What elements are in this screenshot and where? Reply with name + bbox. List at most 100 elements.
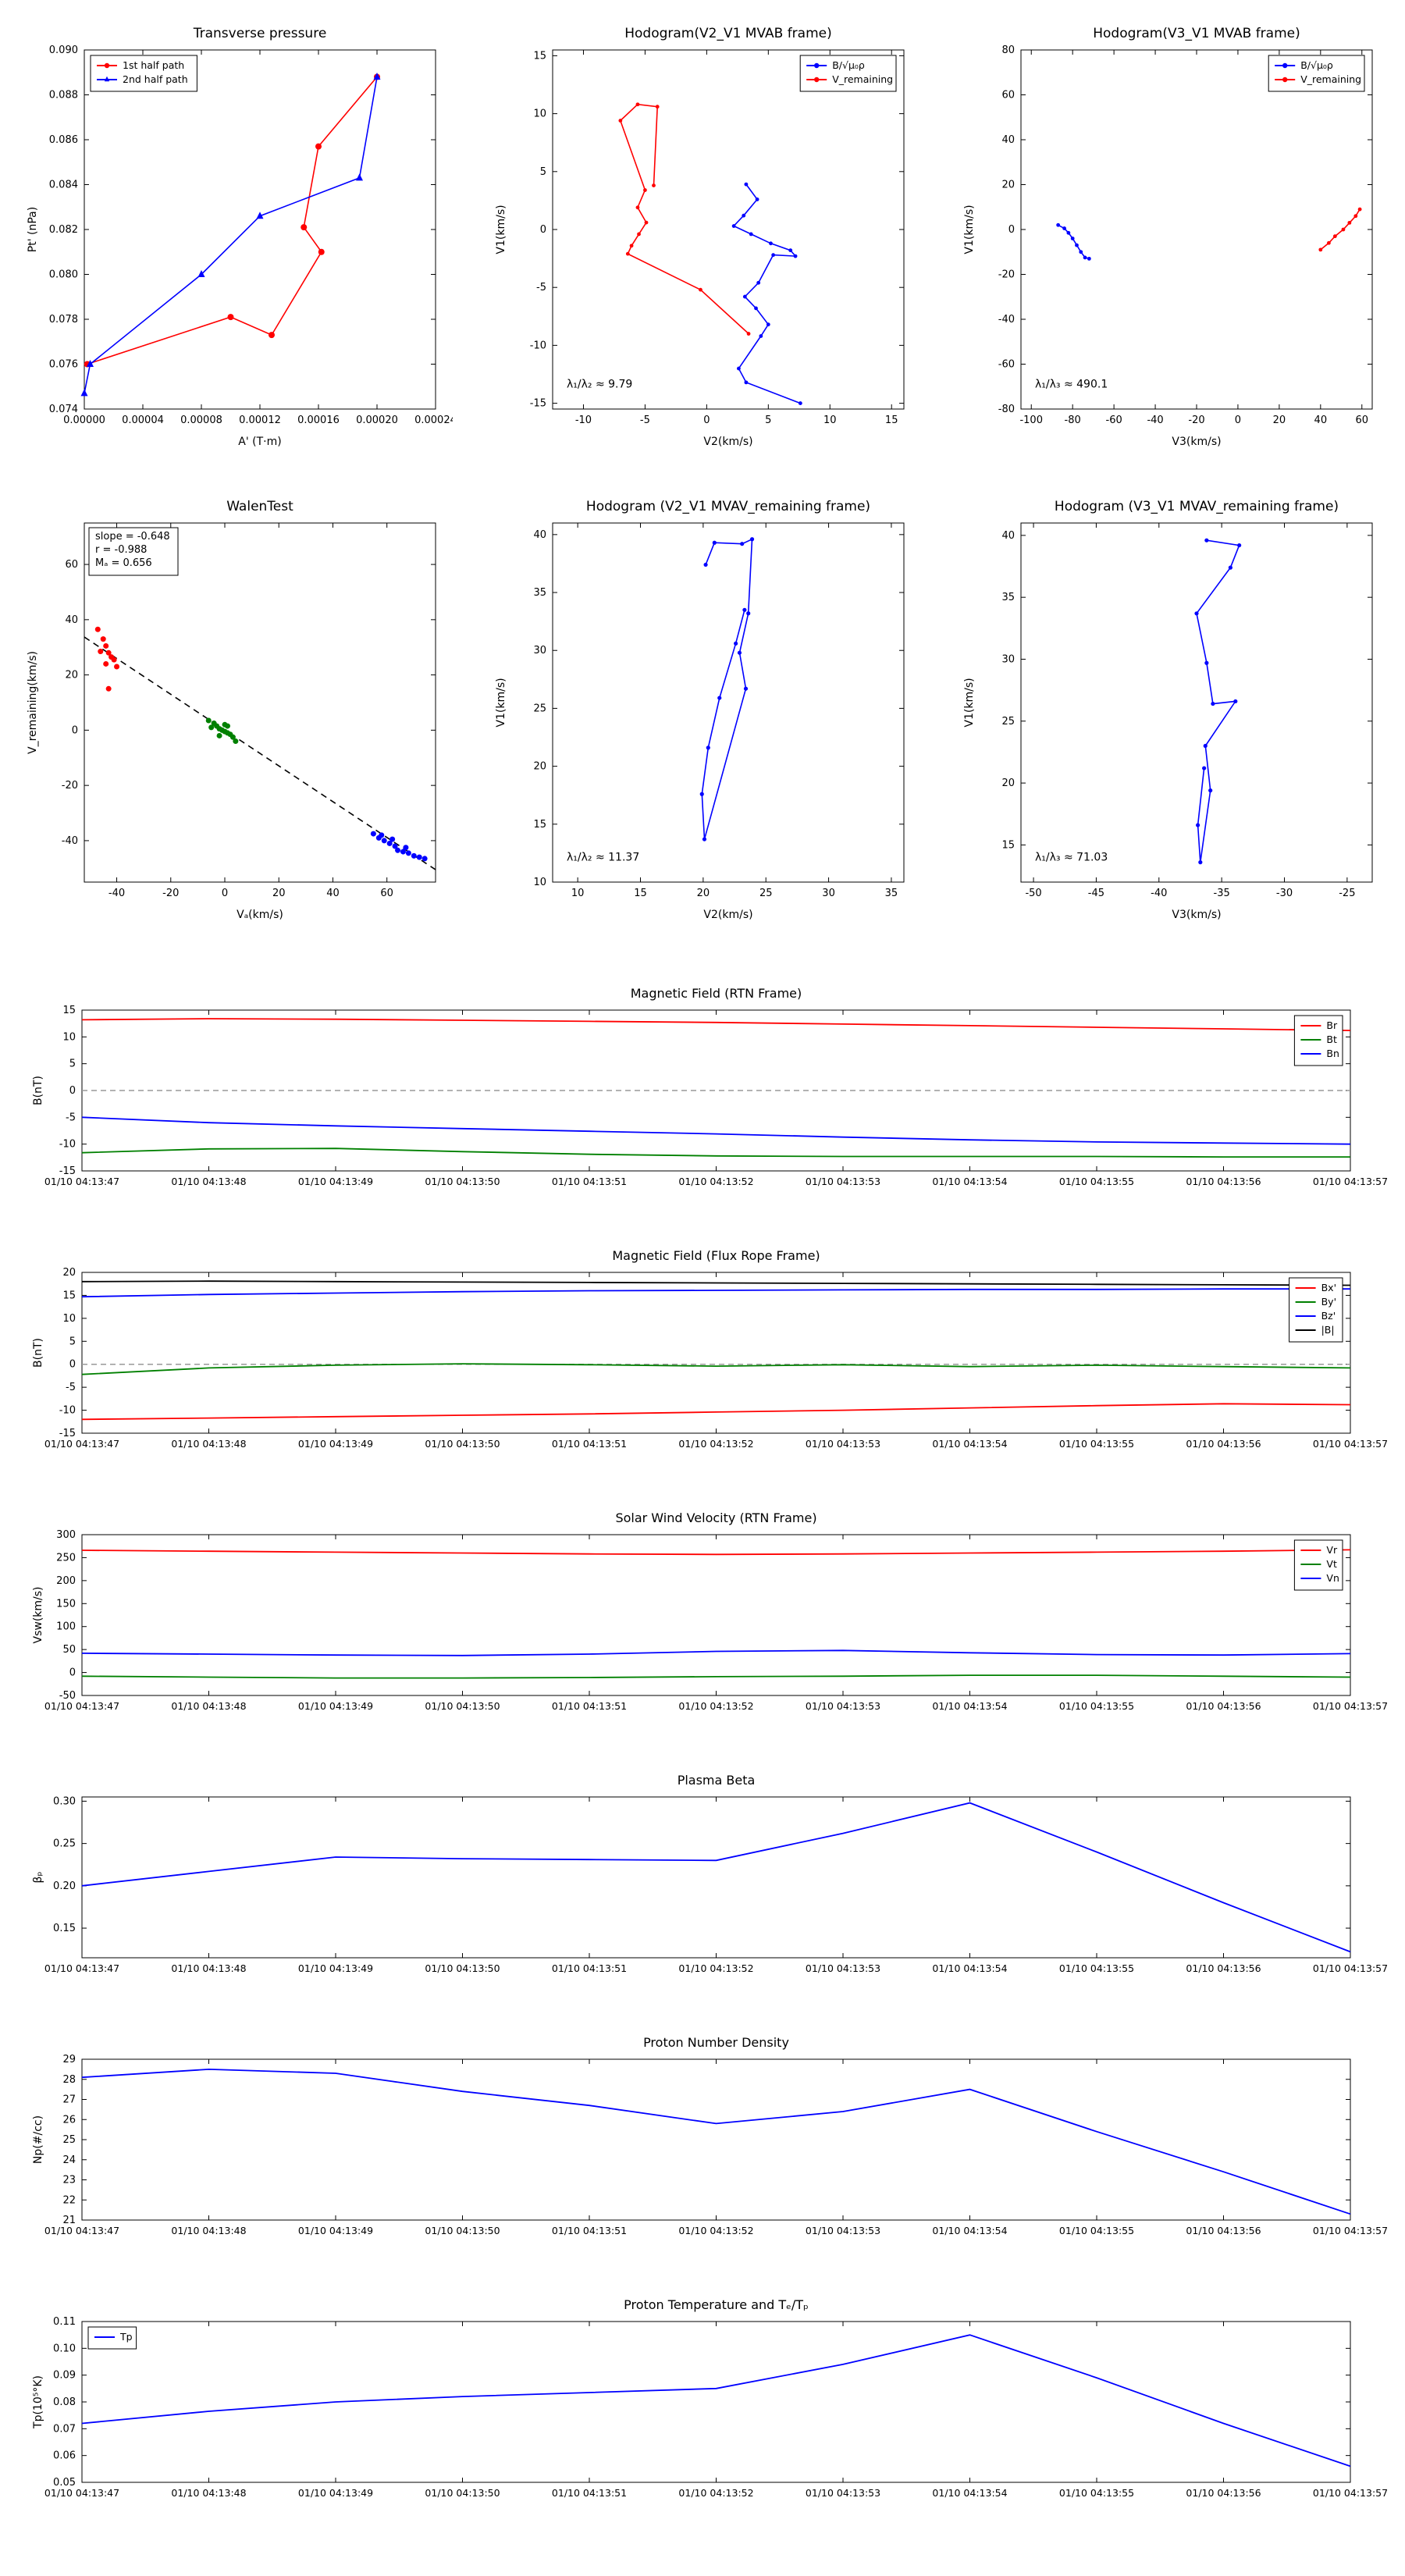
svg-text:Vr: Vr <box>1326 1544 1338 1556</box>
svg-text:B(nT): B(nT) <box>32 1076 44 1105</box>
svg-text:01/10 04:13:51: 01/10 04:13:51 <box>552 2487 627 2499</box>
svg-text:0: 0 <box>69 1359 76 1371</box>
svg-text:-20: -20 <box>162 888 179 899</box>
svg-text:V1(km/s): V1(km/s) <box>495 205 507 254</box>
svg-text:0.07: 0.07 <box>53 2423 76 2435</box>
svg-text:01/10 04:13:57: 01/10 04:13:57 <box>1313 2487 1388 2499</box>
svg-text:Vt: Vt <box>1326 1558 1337 1570</box>
svg-text:01/10 04:13:56: 01/10 04:13:56 <box>1186 1962 1261 1974</box>
svg-text:slope = -0.648: slope = -0.648 <box>95 531 170 543</box>
svg-text:01/10 04:13:51: 01/10 04:13:51 <box>552 1176 627 1187</box>
svg-text:20: 20 <box>1001 777 1015 789</box>
svg-text:01/10 04:13:57: 01/10 04:13:57 <box>1313 1438 1388 1450</box>
svg-text:01/10 04:13:51: 01/10 04:13:51 <box>552 1962 627 1974</box>
svg-text:28: 28 <box>62 2074 76 2086</box>
svg-text:0.30: 0.30 <box>53 1795 76 1807</box>
svg-text:V_remaining: V_remaining <box>1300 73 1361 85</box>
svg-text:Bx': Bx' <box>1321 1282 1336 1293</box>
svg-text:21: 21 <box>62 2215 76 2226</box>
svg-text:25: 25 <box>759 888 773 899</box>
svg-text:Transverse pressure: Transverse pressure <box>193 26 327 41</box>
svg-text:V_remaining: V_remaining <box>832 73 893 85</box>
svg-text:01/10 04:13:50: 01/10 04:13:50 <box>425 1962 500 1974</box>
svg-text:60: 60 <box>380 888 393 899</box>
svg-text:Mₐ = 0.656: Mₐ = 0.656 <box>95 557 152 569</box>
svg-text:01/10 04:13:57: 01/10 04:13:57 <box>1313 2225 1388 2236</box>
svg-text:01/10 04:13:48: 01/10 04:13:48 <box>171 1700 246 1712</box>
svg-text:-40: -40 <box>998 314 1015 326</box>
svg-text:-5: -5 <box>66 1382 76 1393</box>
svg-text:r = -0.988: r = -0.988 <box>95 544 147 556</box>
svg-text:V3(km/s): V3(km/s) <box>1172 436 1221 448</box>
svg-text:01/10 04:13:54: 01/10 04:13:54 <box>932 1176 1007 1187</box>
svg-text:-80: -80 <box>998 404 1015 415</box>
svg-text:01/10 04:13:52: 01/10 04:13:52 <box>678 2487 753 2499</box>
svg-text:Plasma Beta: Plasma Beta <box>678 1773 756 1788</box>
svg-text:V1(km/s): V1(km/s) <box>495 678 507 727</box>
svg-text:V1(km/s): V1(km/s) <box>963 678 976 727</box>
svg-text:-20: -20 <box>998 269 1015 281</box>
svg-text:01/10 04:13:55: 01/10 04:13:55 <box>1059 1700 1134 1712</box>
svg-text:0: 0 <box>1008 224 1015 236</box>
svg-text:Pt' (nPa): Pt' (nPa) <box>27 207 39 252</box>
svg-text:Hodogram (V3_V1 MVAV_remaining: Hodogram (V3_V1 MVAV_remaining frame) <box>1055 499 1339 514</box>
svg-text:0.05: 0.05 <box>53 2477 76 2489</box>
svg-text:01/10 04:13:49: 01/10 04:13:49 <box>298 1438 373 1450</box>
svg-text:-10: -10 <box>530 340 546 351</box>
svg-text:01/10 04:13:47: 01/10 04:13:47 <box>44 1438 119 1450</box>
chart-hodogram-v2v1-mvav: Hodogram (V2_V1 MVAV_remaining frame) 10 1… <box>484 484 921 937</box>
svg-text:0.25: 0.25 <box>53 1838 76 1850</box>
row-walen: WalenTest -40 -20 0 20 40 60 -40 -20 0 20 40 60 Vₐ(km… <box>0 484 1405 937</box>
svg-text:Tp: Tp <box>119 2331 133 2343</box>
svg-text:01/10 04:13:51: 01/10 04:13:51 <box>552 1700 627 1712</box>
svg-text:22: 22 <box>62 2194 76 2206</box>
svg-text:01/10 04:13:47: 01/10 04:13:47 <box>44 2225 119 2236</box>
svg-text:01/10 04:13:48: 01/10 04:13:48 <box>171 1962 246 1974</box>
svg-text:29: 29 <box>62 2054 76 2065</box>
svg-text:-40: -40 <box>62 835 78 847</box>
svg-text:01/10 04:13:48: 01/10 04:13:48 <box>171 2487 246 2499</box>
svg-text:Solar Wind Velocity (RTN Frame: Solar Wind Velocity (RTN Frame) <box>615 1510 816 1525</box>
svg-text:0: 0 <box>69 1667 76 1679</box>
svg-text:01/10 04:13:53: 01/10 04:13:53 <box>806 1176 880 1187</box>
svg-text:20: 20 <box>697 888 710 899</box>
svg-text:50: 50 <box>62 1644 76 1656</box>
svg-text:-40: -40 <box>1151 888 1167 899</box>
svg-text:5: 5 <box>765 415 771 426</box>
svg-text:B/√μ₀ρ: B/√μ₀ρ <box>1300 59 1333 71</box>
svg-text:60: 60 <box>65 559 78 571</box>
svg-text:λ₁/λ₃ ≈ 71.03: λ₁/λ₃ ≈ 71.03 <box>1035 851 1108 863</box>
svg-text:0.00000: 0.00000 <box>63 415 105 426</box>
svg-text:40: 40 <box>533 529 546 541</box>
svg-text:20: 20 <box>65 670 78 681</box>
svg-text:Magnetic Field (Flux Rope Fram: Magnetic Field (Flux Rope Frame) <box>612 1248 820 1263</box>
svg-text:01/10 04:13:55: 01/10 04:13:55 <box>1059 1438 1134 1450</box>
svg-text:01/10 04:13:54: 01/10 04:13:54 <box>932 2487 1007 2499</box>
svg-text:01/10 04:13:54: 01/10 04:13:54 <box>932 1700 1007 1712</box>
svg-text:300: 300 <box>56 1529 76 1541</box>
svg-text:0.20: 0.20 <box>53 1880 76 1892</box>
svg-text:01/10 04:13:56: 01/10 04:13:56 <box>1186 2225 1261 2236</box>
svg-text:-5: -5 <box>640 415 650 426</box>
svg-text:Vsw(km/s): Vsw(km/s) <box>32 1586 44 1643</box>
svg-text:250: 250 <box>56 1552 76 1564</box>
svg-text:-50: -50 <box>59 1690 76 1702</box>
svg-text:25: 25 <box>1001 716 1015 728</box>
svg-text:-25: -25 <box>1339 888 1355 899</box>
svg-text:27: 27 <box>62 2094 76 2106</box>
svg-text:01/10 04:13:47: 01/10 04:13:47 <box>44 1962 119 1974</box>
svg-text:-35: -35 <box>1214 888 1230 899</box>
svg-text:01/10 04:13:52: 01/10 04:13:52 <box>678 1962 753 1974</box>
svg-text:V2(km/s): V2(km/s) <box>703 436 752 448</box>
svg-text:30: 30 <box>533 645 546 656</box>
chart-magnetic-field-rtn: Magnetic Field (RTN Frame) 01/10 04:13:47… <box>16 977 1389 1208</box>
svg-text:15: 15 <box>62 1005 76 1016</box>
svg-text:Proton Temperature and Tₑ/Tₚ: Proton Temperature and Tₑ/Tₚ <box>624 2297 809 2312</box>
svg-text:Br: Br <box>1326 1019 1338 1031</box>
svg-text:0: 0 <box>703 415 710 426</box>
svg-text:01/10 04:13:57: 01/10 04:13:57 <box>1313 1962 1388 1974</box>
svg-text:B(nT): B(nT) <box>32 1338 44 1368</box>
svg-text:WalenTest: WalenTest <box>226 499 293 514</box>
svg-text:01/10 04:13:50: 01/10 04:13:50 <box>425 2487 500 2499</box>
svg-text:20: 20 <box>272 888 286 899</box>
